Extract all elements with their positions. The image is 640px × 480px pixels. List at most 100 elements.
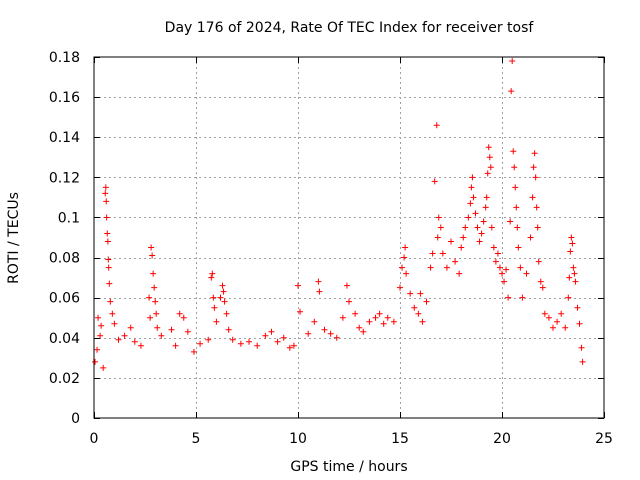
y-tick-label: 0.16 (49, 90, 80, 106)
data-point (468, 184, 475, 191)
data-point (213, 318, 220, 325)
data-point (469, 174, 476, 181)
data-point (146, 294, 153, 301)
data-point (505, 294, 512, 301)
data-point (484, 170, 491, 177)
data-point (315, 278, 322, 285)
data-point (168, 326, 175, 333)
y-tick-label: 0.12 (49, 170, 80, 186)
data-point (98, 322, 105, 329)
data-point (533, 204, 540, 211)
data-point (567, 248, 574, 255)
data-point (103, 198, 110, 205)
data-point (572, 278, 579, 285)
data-point (480, 218, 487, 225)
data-point (574, 304, 581, 311)
data-point (494, 250, 501, 257)
data-point (376, 310, 383, 317)
data-point (487, 164, 494, 171)
y-tick-label: 0.08 (49, 251, 80, 267)
data-point (509, 58, 516, 65)
data-point (535, 258, 542, 265)
data-point (109, 310, 116, 317)
data-point (539, 284, 546, 291)
data-point (534, 224, 541, 231)
x-tick-label: 20 (493, 431, 511, 447)
data-point (470, 194, 477, 201)
data-point (127, 324, 134, 331)
data-point (219, 282, 226, 289)
data-point (103, 214, 110, 221)
data-point (254, 342, 261, 349)
data-point (492, 258, 499, 265)
data-point (443, 264, 450, 271)
data-point (209, 270, 216, 277)
data-point (105, 264, 112, 271)
data-point (137, 342, 144, 349)
data-point (417, 290, 424, 297)
data-point (499, 270, 505, 277)
data-point (570, 264, 577, 271)
data-point (403, 270, 410, 277)
data-point (225, 326, 232, 333)
data-point (474, 224, 481, 231)
y-tick-label: 0 (71, 411, 80, 427)
data-point (576, 320, 583, 327)
data-point (476, 238, 483, 245)
data-point (401, 254, 408, 261)
data-point (372, 314, 379, 321)
data-point (384, 314, 391, 321)
data-point (515, 244, 522, 251)
data-point (223, 310, 230, 317)
data-point (433, 122, 440, 129)
data-point (527, 234, 534, 241)
data-point (434, 234, 441, 241)
data-point (503, 266, 510, 273)
data-point (456, 270, 463, 277)
y-tick-label: 0.06 (49, 291, 80, 307)
data-point (152, 298, 159, 305)
data-point (205, 336, 212, 343)
data-point (229, 336, 236, 343)
data-point (176, 310, 183, 317)
data-point (105, 256, 112, 263)
data-points (92, 58, 586, 371)
data-point (158, 332, 165, 339)
data-point (153, 310, 160, 317)
data-point (220, 288, 227, 295)
data-point (280, 334, 287, 341)
data-point (465, 214, 472, 221)
axis-ticks: 0 5 10 15 20 25 0 0.02 0.04 0.06 0.08 0.1 0.12 0.14 0.… (49, 50, 613, 447)
data-point (106, 280, 113, 287)
data-point (512, 184, 519, 191)
data-point (482, 204, 489, 211)
data-point (246, 338, 253, 345)
data-point (115, 336, 122, 343)
data-point (111, 320, 118, 327)
data-point (95, 314, 102, 321)
x-axis-label: GPS time / hours (290, 459, 407, 475)
data-point (190, 348, 197, 355)
data-point (554, 318, 561, 325)
data-point (197, 340, 204, 347)
data-point (211, 304, 218, 311)
data-point (569, 240, 576, 247)
y-tick-label: 0.02 (49, 371, 80, 387)
data-point (523, 270, 530, 277)
y-tick-label: 0.1 (58, 210, 80, 226)
data-point (407, 290, 414, 297)
data-point (423, 298, 430, 305)
data-point (411, 304, 418, 311)
data-point (262, 332, 269, 339)
data-point (97, 332, 104, 339)
data-point (102, 184, 109, 191)
data-point (448, 238, 454, 245)
x-tick-label: 25 (595, 431, 613, 447)
data-point (550, 324, 556, 331)
data-point (402, 244, 409, 251)
grid-lines (94, 57, 604, 418)
y-tick-label: 0.14 (49, 130, 80, 146)
data-point (511, 164, 518, 171)
data-point (579, 358, 586, 365)
data-point (100, 364, 107, 371)
